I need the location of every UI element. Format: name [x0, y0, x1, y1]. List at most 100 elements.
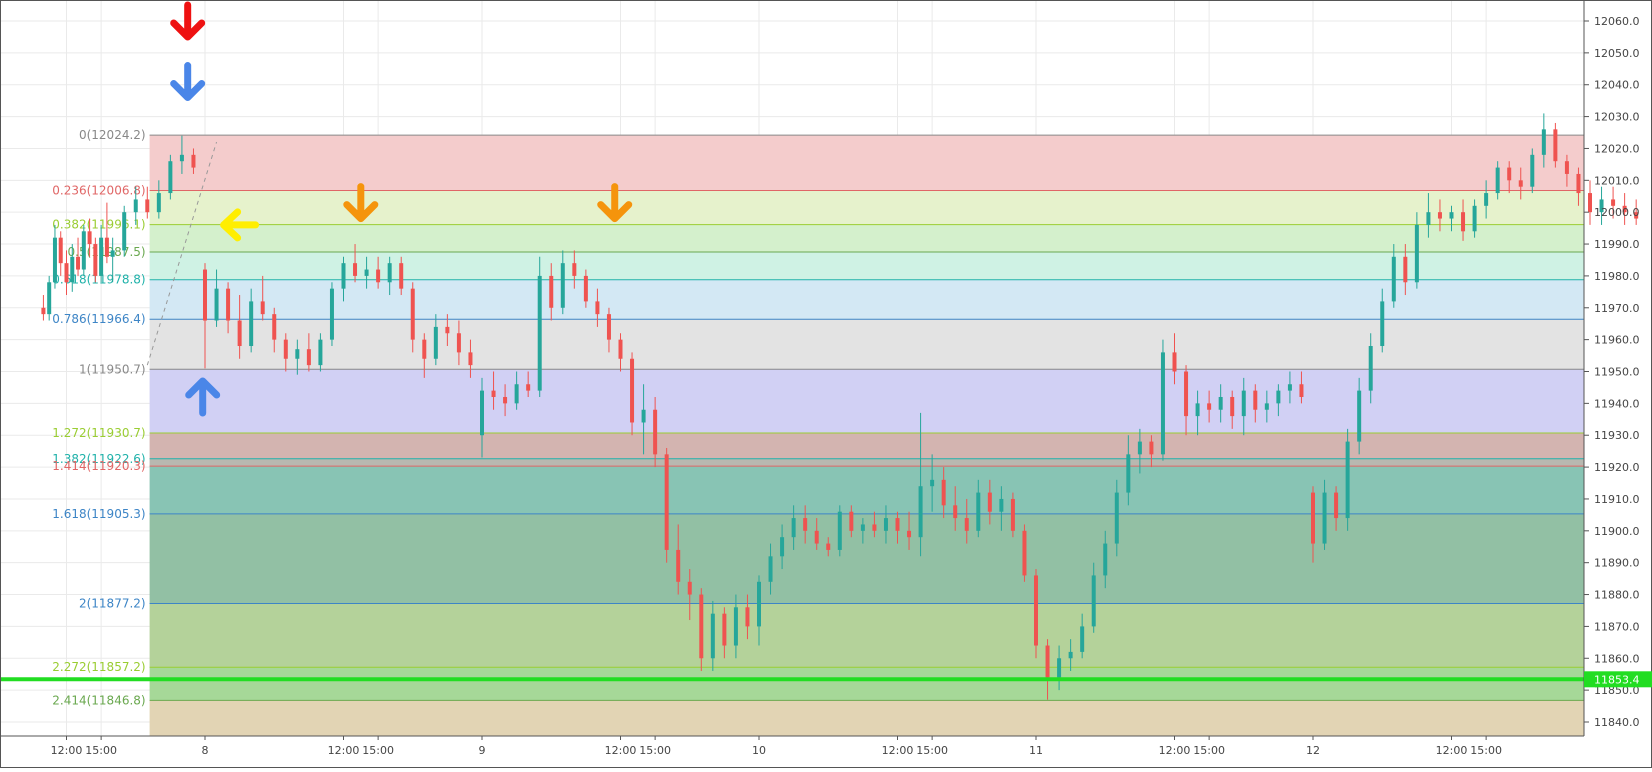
candle-body[interactable] — [1553, 129, 1558, 162]
candle-body[interactable] — [104, 237, 109, 257]
candle-body[interactable] — [953, 505, 958, 519]
candle-body[interactable] — [560, 263, 565, 308]
candle-body[interactable] — [376, 269, 381, 283]
candle-body[interactable] — [179, 154, 184, 162]
candle-body[interactable] — [1299, 384, 1304, 397]
candle-body[interactable] — [1495, 167, 1500, 194]
candle-body[interactable] — [907, 530, 912, 538]
candle-body[interactable] — [1437, 212, 1442, 219]
candle-body[interactable] — [122, 212, 127, 251]
candle-body[interactable] — [214, 288, 219, 321]
candle-body[interactable] — [1149, 441, 1154, 455]
candle-body[interactable] — [641, 409, 646, 423]
candle-body[interactable] — [733, 607, 738, 646]
candle-body[interactable] — [1253, 390, 1258, 410]
arrow-left-icon[interactable] — [220, 208, 260, 242]
candle-body[interactable] — [537, 275, 542, 391]
candle-body[interactable] — [58, 237, 63, 264]
candle-body[interactable] — [999, 498, 1004, 512]
candle-body[interactable] — [1576, 173, 1581, 194]
candle-body[interactable] — [1449, 212, 1454, 219]
candle-body[interactable] — [1541, 129, 1546, 155]
candle-body[interactable] — [1022, 530, 1027, 576]
candle-body[interactable] — [1068, 651, 1073, 659]
candle-body[interactable] — [1230, 396, 1235, 417]
candle-body[interactable] — [895, 518, 900, 531]
candle-body[interactable] — [456, 333, 461, 353]
candle-body[interactable] — [41, 307, 46, 315]
candle-body[interactable] — [630, 358, 635, 423]
candle-body[interactable] — [687, 581, 692, 595]
candle-body[interactable] — [52, 237, 57, 283]
candle-body[interactable] — [1345, 441, 1350, 519]
candle-body[interactable] — [987, 492, 992, 512]
candle-body[interactable] — [1588, 193, 1592, 213]
candle-body[interactable] — [722, 613, 727, 646]
candle-body[interactable] — [295, 349, 300, 359]
candle-body[interactable] — [283, 339, 288, 359]
candle-body[interactable] — [1622, 205, 1627, 213]
candle-body[interactable] — [1507, 167, 1512, 181]
candle-body[interactable] — [1611, 199, 1616, 206]
candle-body[interactable] — [1322, 492, 1327, 544]
candle-body[interactable] — [606, 314, 611, 340]
candle-body[interactable] — [699, 594, 704, 659]
candle-body[interactable] — [1034, 575, 1038, 646]
arrow-down-icon[interactable] — [170, 62, 206, 102]
fibonacci-retracement[interactable]: 0(12024.2) 0.236(12006.8) 0.382(11996.1) 0.… — [52, 128, 1585, 736]
candle-body[interactable] — [803, 518, 808, 531]
candle-body[interactable] — [1207, 403, 1212, 410]
candle-body[interactable] — [1461, 212, 1466, 232]
candle-body[interactable] — [1426, 212, 1431, 225]
arrow-down-icon[interactable] — [343, 183, 379, 223]
candle-body[interactable] — [918, 486, 923, 538]
candle-body[interactable] — [353, 263, 358, 276]
candle-body[interactable] — [572, 263, 577, 276]
candle-body[interactable] — [364, 269, 369, 276]
candle-body[interactable] — [826, 543, 831, 550]
candle-body[interactable] — [1518, 180, 1523, 187]
candle-body[interactable] — [399, 263, 404, 289]
candle-body[interactable] — [976, 492, 981, 531]
candle-body[interactable] — [81, 231, 86, 270]
candle-body[interactable] — [780, 537, 785, 557]
candle-body[interactable] — [410, 288, 415, 340]
candle-body[interactable] — [1530, 154, 1535, 187]
candle-body[interactable] — [422, 339, 427, 359]
candle-body[interactable] — [1484, 193, 1489, 206]
candle-body[interactable] — [653, 409, 658, 455]
candle-body[interactable] — [791, 518, 796, 538]
candle-body[interactable] — [1057, 658, 1062, 678]
candle-body[interactable] — [1241, 390, 1246, 417]
candle-body[interactable] — [860, 524, 865, 531]
candle-body[interactable] — [318, 339, 323, 366]
candle-body[interactable] — [329, 288, 334, 340]
candle-body[interactable] — [387, 263, 392, 283]
candle-body[interactable] — [249, 301, 254, 347]
candle-body[interactable] — [1599, 199, 1604, 213]
candle-body[interactable] — [1334, 492, 1339, 519]
candle-body[interactable] — [1380, 301, 1385, 347]
candle-body[interactable] — [1091, 575, 1096, 627]
candle-body[interactable] — [145, 199, 150, 213]
annotations[interactable] — [0, 1, 1584, 682]
candle-body[interactable] — [93, 244, 98, 276]
candle-body[interactable] — [491, 390, 496, 397]
candle-body[interactable] — [814, 530, 819, 544]
candle-body[interactable] — [964, 518, 969, 531]
candle-body[interactable] — [1276, 390, 1281, 404]
candle-body[interactable] — [757, 581, 761, 627]
candle-body[interactable] — [883, 518, 888, 531]
candle-body[interactable] — [1287, 384, 1292, 391]
candle-body[interactable] — [837, 511, 842, 550]
candle-body[interactable] — [583, 275, 588, 302]
candle-body[interactable] — [468, 352, 473, 366]
candle-body[interactable] — [47, 282, 52, 315]
candle-body[interactable] — [676, 549, 681, 582]
candle-body[interactable] — [745, 607, 750, 627]
candle-body[interactable] — [341, 263, 346, 289]
candle-body[interactable] — [768, 556, 773, 582]
candle-body[interactable] — [1137, 441, 1142, 455]
